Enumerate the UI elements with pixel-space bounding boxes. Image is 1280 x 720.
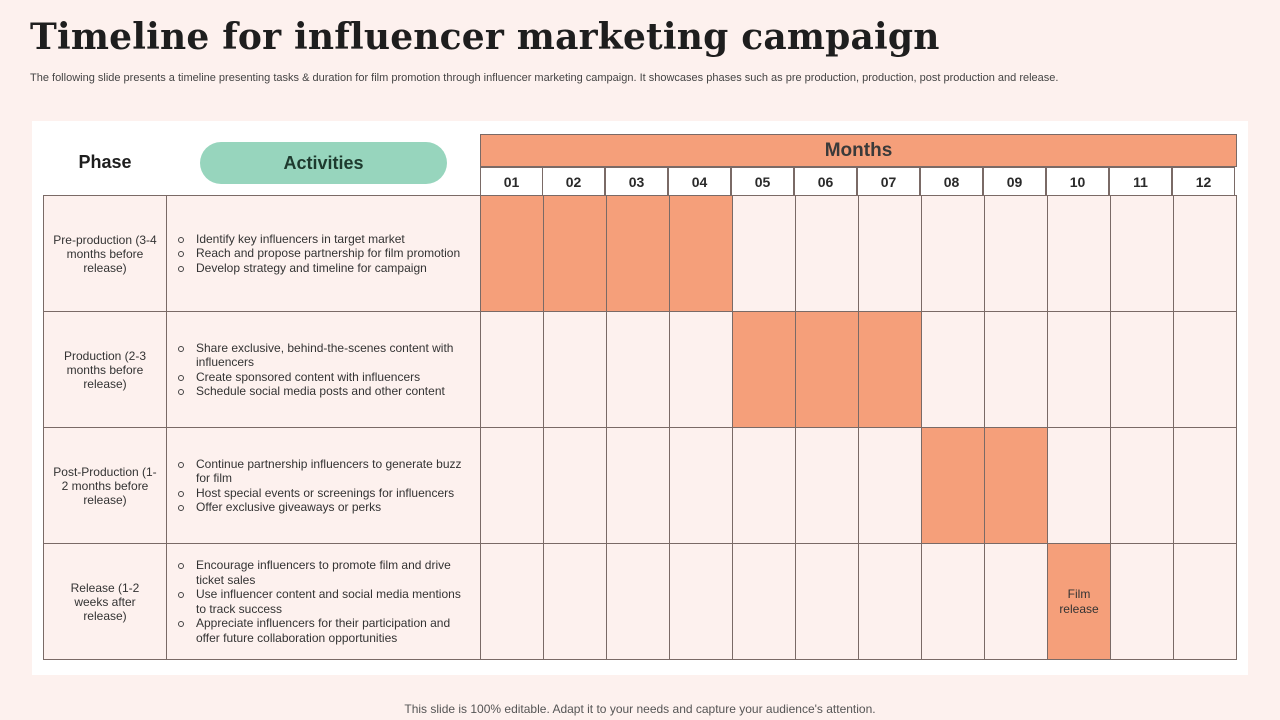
timeline-cell <box>921 195 985 312</box>
activity-item: Share exclusive, behind-the-scenes conte… <box>177 341 468 370</box>
activity-list: Encourage influencers to promote film an… <box>167 558 480 645</box>
timeline-bar-cell <box>921 427 985 544</box>
timeline-bar-cell <box>480 195 544 312</box>
activity-item: Appreciate influencers for their partici… <box>177 616 468 645</box>
timeline-bar-cell <box>795 311 859 428</box>
timeline-bar-cell <box>858 311 922 428</box>
phase-column-header: Phase <box>78 152 132 172</box>
month-header-02: 02 <box>542 167 605 196</box>
timeline-cell <box>543 427 607 544</box>
activity-item: Use influencer content and social media … <box>177 587 468 616</box>
month-header-03: 03 <box>605 167 668 196</box>
timeline-cell <box>1047 195 1111 312</box>
phase-cell: Post-Production (1-2 months before relea… <box>43 427 167 544</box>
phase-cell: Production (2-3 months before release) <box>43 311 167 428</box>
timeline-cell <box>795 427 859 544</box>
activity-item: Develop strategy and timeline for campai… <box>177 261 460 276</box>
month-header-12: 12 <box>1172 167 1235 196</box>
timeline-cell <box>858 427 922 544</box>
timeline-cell <box>543 543 607 660</box>
month-header-07: 07 <box>857 167 920 196</box>
timeline-cell <box>858 195 922 312</box>
phase-label: Pre-production (3-4 months before releas… <box>53 232 157 275</box>
timeline-cell <box>858 543 922 660</box>
film-release-label: Film release <box>1059 586 1099 616</box>
month-header-06: 06 <box>794 167 857 196</box>
timeline-cell <box>1173 195 1237 312</box>
timeline-cell <box>795 195 859 312</box>
timeline-cell <box>606 427 670 544</box>
activities-cell: Continue partnership influencers to gene… <box>166 427 481 544</box>
timeline-cell <box>732 195 796 312</box>
activity-list: Identify key influencers in target marke… <box>167 232 472 276</box>
timeline-cell <box>1173 311 1237 428</box>
timeline-cell <box>732 543 796 660</box>
activity-item: Reach and propose partnership for film p… <box>177 246 460 261</box>
timeline-bar-cell <box>984 427 1048 544</box>
timeline-cell <box>984 195 1048 312</box>
timeline-bar-cell <box>543 195 607 312</box>
timeline-cell <box>1110 311 1174 428</box>
timeline-bar-cell <box>732 311 796 428</box>
timeline-cell <box>480 311 544 428</box>
month-header-09: 09 <box>983 167 1046 196</box>
timeline-cell <box>480 427 544 544</box>
footer-note: This slide is 100% editable. Adapt it to… <box>404 702 876 716</box>
timeline-cell <box>669 427 733 544</box>
page-title: Timeline for influencer marketing campai… <box>30 16 940 58</box>
timeline-bar-cell <box>606 195 670 312</box>
timeline-cell <box>606 543 670 660</box>
timeline-bar-cell <box>669 195 733 312</box>
timeline-cell <box>480 543 544 660</box>
month-header-08: 08 <box>920 167 983 196</box>
timeline-cell <box>1110 427 1174 544</box>
activities-column-header: Activities <box>200 142 447 184</box>
phase-label: Post-Production (1-2 months before relea… <box>53 464 157 507</box>
activity-item: Continue partnership influencers to gene… <box>177 457 468 486</box>
page-subtitle: The following slide presents a timeline … <box>30 72 1059 84</box>
timeline-cell <box>921 311 985 428</box>
timeline-cell <box>1173 427 1237 544</box>
timeline-cell <box>669 543 733 660</box>
timeline-cell <box>669 311 733 428</box>
timeline-cell <box>606 311 670 428</box>
timeline-cell <box>984 543 1048 660</box>
activities-cell: Encourage influencers to promote film an… <box>166 543 481 660</box>
month-header-10: 10 <box>1046 167 1109 196</box>
timeline-cell <box>1110 543 1174 660</box>
timeline-cell <box>1110 195 1174 312</box>
month-header-01: 01 <box>480 167 543 196</box>
timeline-cell <box>1047 427 1111 544</box>
timeline-cell <box>1047 311 1111 428</box>
activity-item: Offer exclusive giveaways or perks <box>177 500 468 515</box>
phase-cell: Pre-production (3-4 months before releas… <box>43 195 167 312</box>
activity-item: Host special events or screenings for in… <box>177 486 468 501</box>
timeline-cell <box>795 543 859 660</box>
activity-list: Continue partnership influencers to gene… <box>167 457 480 515</box>
phase-label: Production (2-3 months before release) <box>63 348 147 391</box>
activities-cell: Identify key influencers in target marke… <box>166 195 481 312</box>
timeline-cell <box>543 311 607 428</box>
activities-header-label: Activities <box>283 152 364 173</box>
activity-item: Identify key influencers in target marke… <box>177 232 460 247</box>
timeline-cell <box>1173 543 1237 660</box>
activities-cell: Share exclusive, behind-the-scenes conte… <box>166 311 481 428</box>
month-header-04: 04 <box>668 167 731 196</box>
activity-item: Encourage influencers to promote film an… <box>177 558 468 587</box>
activity-item: Schedule social media posts and other co… <box>177 384 468 399</box>
timeline-cell <box>984 311 1048 428</box>
month-header-11: 11 <box>1109 167 1172 196</box>
month-header-05: 05 <box>731 167 794 196</box>
activity-item: Create sponsored content with influencer… <box>177 370 468 385</box>
phase-label: Release (1-2 weeks after release) <box>70 580 140 623</box>
timeline-cell <box>921 543 985 660</box>
phase-cell: Release (1-2 weeks after release) <box>43 543 167 660</box>
timeline-cell <box>732 427 796 544</box>
activity-list: Share exclusive, behind-the-scenes conte… <box>167 341 480 399</box>
months-header: Months <box>480 134 1237 167</box>
